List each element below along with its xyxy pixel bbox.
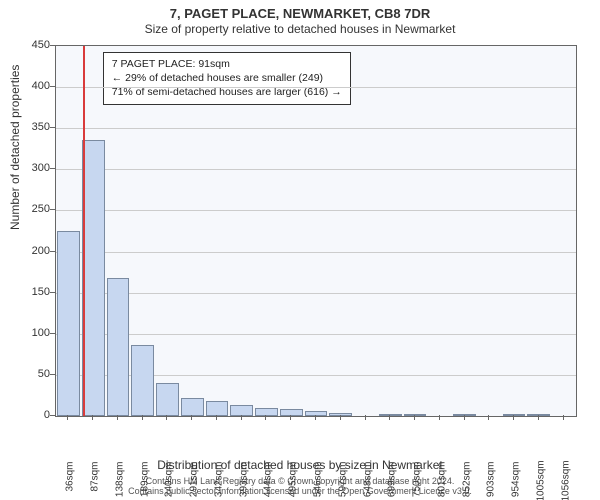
x-tick-mark [92,415,93,420]
property-marker-line [83,46,85,416]
y-tick-mark [50,251,55,252]
x-tick-mark [315,415,316,420]
y-tick-label: 400 [10,80,50,92]
gridline [56,334,576,335]
histogram-bar [206,401,229,416]
y-tick-label: 250 [10,203,50,215]
x-tick-label: 444sqm [263,462,274,500]
x-tick-mark [216,415,217,420]
x-tick-mark [488,415,489,420]
x-tick-label: 240sqm [164,462,175,500]
y-tick-label: 100 [10,327,50,339]
gridline [56,169,576,170]
y-tick-mark [50,127,55,128]
x-tick-label: 138sqm [114,462,125,500]
x-tick-label: 393sqm [238,462,249,500]
y-tick-mark [50,45,55,46]
x-tick-label: 699sqm [387,462,398,500]
y-tick-mark [50,86,55,87]
x-tick-mark [414,415,415,420]
y-tick-mark [50,415,55,416]
x-tick-mark [166,415,167,420]
x-tick-label: 342sqm [213,462,224,500]
y-tick-mark [50,292,55,293]
info-line-1: 7 PAGET PLACE: 91sqm [112,57,342,71]
histogram-bar [107,278,130,416]
histogram-bar [156,383,179,416]
y-tick-label: 350 [10,121,50,133]
x-tick-label: 597sqm [337,462,348,500]
x-tick-label: 87sqm [90,462,101,500]
y-tick-label: 0 [10,409,50,421]
gridline [56,293,576,294]
y-tick-label: 150 [10,286,50,298]
x-tick-label: 1005sqm [535,462,546,500]
x-tick-mark [389,415,390,420]
x-tick-label: 495sqm [288,462,299,500]
gridline [56,128,576,129]
y-tick-label: 200 [10,245,50,257]
y-tick-label: 50 [10,368,50,380]
x-tick-mark [439,415,440,420]
x-tick-label: 954sqm [511,462,522,500]
x-tick-mark [67,415,68,420]
x-tick-mark [241,415,242,420]
histogram-bar [57,231,80,416]
y-tick-mark [50,333,55,334]
x-tick-label: 546sqm [313,462,324,500]
histogram-bar [181,398,204,416]
histogram-bar [82,140,105,416]
x-tick-mark [365,415,366,420]
gridline [56,252,576,253]
chart-title: 7, PAGET PLACE, NEWMARKET, CB8 7DR [0,6,600,21]
x-tick-mark [191,415,192,420]
x-tick-mark [563,415,564,420]
info-line-2: ← 29% of detached houses are smaller (24… [112,71,342,85]
plot-area: 7 PAGET PLACE: 91sqm ← 29% of detached h… [55,45,577,417]
x-tick-mark [464,415,465,420]
x-tick-label: 750sqm [412,462,423,500]
histogram-bar [131,345,154,416]
x-tick-mark [538,415,539,420]
x-tick-label: 189sqm [139,462,150,500]
y-tick-label: 300 [10,162,50,174]
x-tick-label: 648sqm [362,462,373,500]
y-tick-mark [50,168,55,169]
info-box: 7 PAGET PLACE: 91sqm ← 29% of detached h… [103,52,351,105]
gridline [56,87,576,88]
x-tick-label: 801sqm [436,462,447,500]
x-tick-label: 1056sqm [560,462,571,500]
x-tick-mark [513,415,514,420]
x-tick-label: 852sqm [461,462,472,500]
x-tick-mark [290,415,291,420]
x-tick-mark [142,415,143,420]
x-tick-label: 36sqm [65,462,76,500]
y-tick-mark [50,374,55,375]
gridline [56,210,576,211]
y-tick-label: 450 [10,39,50,51]
x-tick-label: 903sqm [486,462,497,500]
x-tick-mark [265,415,266,420]
y-tick-mark [50,209,55,210]
x-tick-mark [340,415,341,420]
chart-subtitle: Size of property relative to detached ho… [0,22,600,36]
x-tick-label: 291sqm [189,462,200,500]
x-tick-mark [117,415,118,420]
